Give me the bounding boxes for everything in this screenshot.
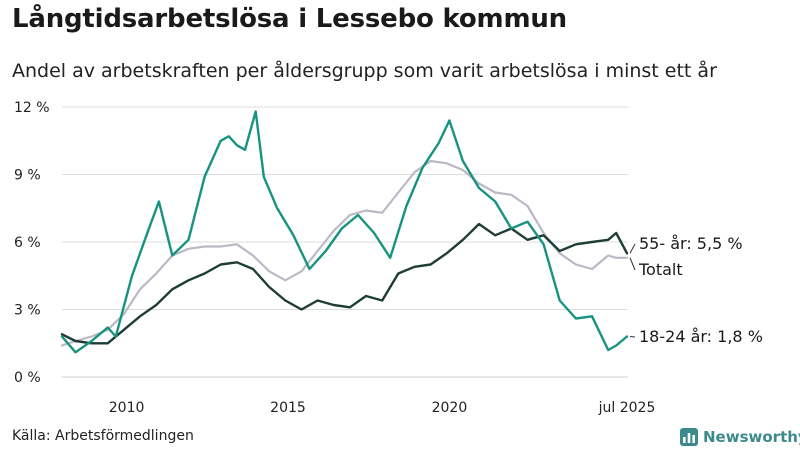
end-label-young: 18-24 år: 1,8 % <box>639 327 763 346</box>
brand-name: Newsworthy <box>703 428 800 446</box>
y-axis-ticks: 0 % 3 % 6 % 9 % 12 % <box>14 100 50 386</box>
x-tick-label: 2010 <box>109 400 145 416</box>
source-note: Källa: Arbetsförmedlingen <box>12 428 194 444</box>
y-tick-label: 6 % <box>14 235 41 251</box>
chart-title: Långtidsarbetslösa i Lessebo kommun <box>12 4 567 34</box>
gridlines <box>62 106 628 378</box>
y-tick-label: 9 % <box>14 168 41 184</box>
y-tick-label: 0 % <box>14 370 41 386</box>
y-tick-label: 3 % <box>14 303 41 319</box>
y-tick-label: 12 % <box>14 100 50 116</box>
x-axis-ticks: 2010 2015 2020 jul 2025 <box>109 400 656 416</box>
x-tick-label: 2015 <box>270 400 306 416</box>
x-tick-label: jul 2025 <box>598 400 656 416</box>
series-line-total <box>60 159 629 347</box>
chart-subtitle: Andel av arbetskraften per åldersgrupp s… <box>12 60 717 82</box>
series-line-young <box>60 110 629 354</box>
end-label-old: 55- år: 5,5 % <box>639 234 743 253</box>
leader-line-old <box>629 243 636 254</box>
series-end-labels: Totalt 55- år: 5,5 % 18-24 år: 1,8 % <box>629 234 763 346</box>
brand: Newsworthy <box>680 427 800 447</box>
series-line-old <box>60 222 629 345</box>
newsworthy-logo-icon <box>680 428 698 446</box>
end-label-total: Totalt <box>638 260 683 279</box>
leader-line-young <box>629 336 636 338</box>
series-lines <box>60 110 629 354</box>
x-tick-label: 2020 <box>432 400 468 416</box>
leader-line-total <box>629 257 636 271</box>
